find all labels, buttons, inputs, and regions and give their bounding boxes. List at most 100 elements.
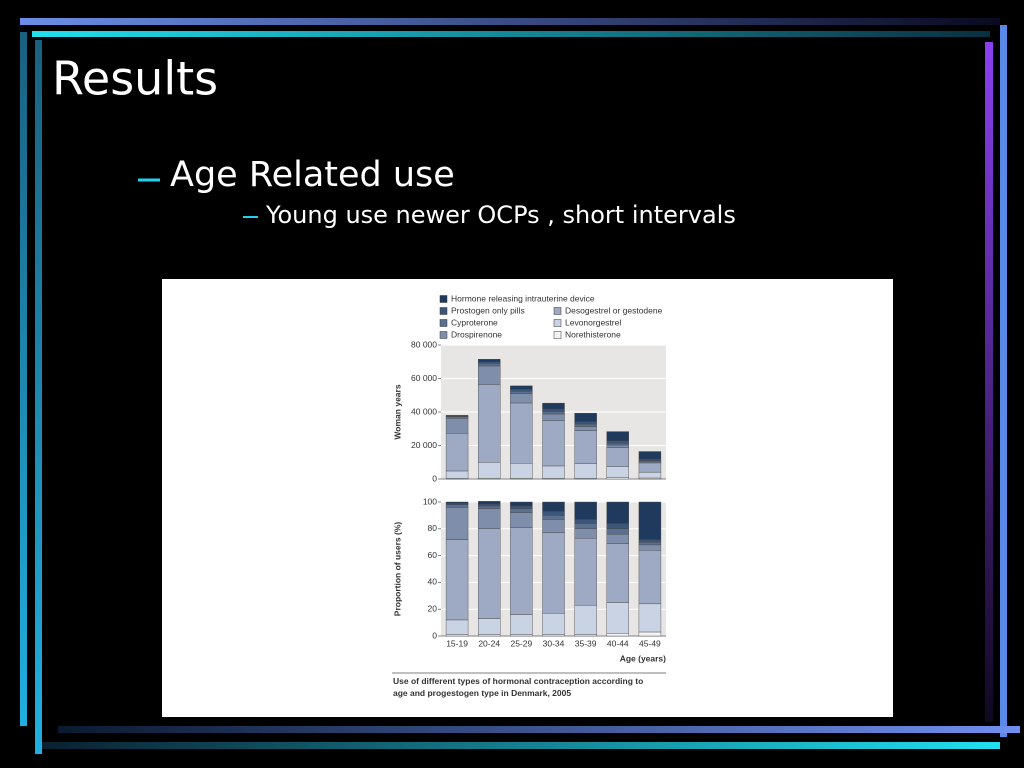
bar-segment	[510, 393, 533, 404]
y-tick-label: 20	[428, 603, 438, 613]
bar-segment	[445, 501, 469, 504]
sub-bullet: Young use newer OCPs , short intervals	[265, 201, 736, 229]
bar-segment	[445, 504, 469, 508]
y-tick-label: 40	[428, 577, 438, 587]
y-axis-label: Woman years	[392, 384, 402, 439]
deco-bar	[985, 42, 993, 722]
bar-segment	[445, 619, 469, 635]
bar-segment	[510, 391, 533, 394]
y-tick-label: 0	[432, 473, 437, 483]
bar-segment	[574, 634, 597, 637]
legend-label: Drospirenone	[451, 329, 502, 339]
bar-segment	[510, 389, 533, 392]
x-tick-label: 25-29	[510, 638, 532, 648]
deco-bar	[20, 18, 1000, 25]
bar-segment	[638, 471, 662, 479]
bar-segment	[606, 528, 629, 535]
bar-segment	[574, 463, 597, 479]
bar-segment	[574, 430, 597, 464]
legend-swatch	[439, 319, 448, 327]
bar-segment	[606, 602, 629, 634]
bar-segment	[478, 365, 501, 385]
bar-segment	[542, 532, 565, 614]
x-tick-label: 40-44	[607, 638, 629, 648]
bar-segment	[510, 527, 533, 615]
deco-bar	[42, 742, 1000, 749]
y-tick-label: 40 000	[411, 406, 437, 416]
y-tick-label: 80	[428, 523, 438, 533]
bar-segment	[445, 470, 469, 479]
legend-swatch	[553, 331, 562, 339]
bar-segment	[638, 451, 662, 460]
bar-segment	[478, 618, 501, 635]
bar-segment	[542, 634, 565, 637]
bar-segment	[510, 512, 533, 528]
x-tick-label: 15-19	[446, 638, 468, 648]
bar-segment	[510, 634, 533, 637]
bar-segment	[510, 463, 533, 479]
bar-segment	[606, 447, 629, 467]
bar-segment	[510, 505, 533, 509]
bar-segment	[445, 539, 469, 621]
bar-segment	[542, 519, 565, 534]
bar-segment	[478, 363, 501, 367]
bar-segment	[574, 426, 597, 431]
bar-segment	[445, 634, 469, 637]
bar-segment	[638, 544, 662, 551]
bar-segment	[478, 505, 501, 509]
legend-swatch	[553, 319, 562, 327]
bar-segment	[478, 634, 501, 637]
legend-label: Norethisterone	[565, 329, 621, 339]
bar-segment	[638, 603, 662, 633]
x-tick-label: 45-49	[639, 638, 661, 648]
legend-swatch	[439, 295, 448, 303]
bar-segment	[606, 466, 629, 478]
bar-segment	[510, 402, 533, 464]
bar-segment	[510, 508, 533, 513]
bar-segment	[445, 503, 469, 505]
x-tick-label: 35-39	[575, 638, 597, 648]
bar-segment	[542, 411, 565, 415]
bar-segment	[574, 421, 597, 425]
bar-segment	[574, 423, 597, 427]
bar-segment	[542, 413, 565, 421]
bar-segment	[510, 385, 533, 390]
bar-segment	[606, 477, 629, 480]
x-tick-label: 30-34	[543, 638, 565, 648]
bar-segment	[478, 503, 501, 507]
bullet: Age Related use	[170, 155, 455, 195]
bar-segment	[606, 543, 629, 603]
legend-label: Prostogen only pills	[451, 305, 525, 315]
slide-title: Results	[52, 52, 218, 106]
bar-segment	[478, 361, 501, 364]
y-tick-label: 60	[428, 550, 438, 560]
bar-segment	[445, 507, 469, 540]
y-tick-label: 60 000	[411, 373, 437, 383]
bar-segment	[478, 501, 501, 505]
deco-bar	[20, 32, 27, 726]
bar-segment	[542, 402, 565, 410]
legend-swatch	[439, 307, 448, 315]
bar-segment	[606, 523, 629, 530]
caption-line: Use of different types of hormonal contr…	[393, 676, 643, 686]
caption: Use of different types of hormonal contr…	[393, 676, 643, 698]
bar-segment	[445, 416, 469, 419]
bar-segment	[445, 415, 469, 417]
x-tick-label: 20-24	[478, 638, 500, 648]
bar-segment	[606, 443, 629, 446]
bar-segment	[445, 433, 469, 472]
bar-segment	[574, 537, 597, 606]
bar-segment	[478, 359, 501, 362]
bar-segment	[478, 508, 501, 530]
bar-segment	[606, 501, 629, 524]
bar-segment	[606, 440, 629, 444]
legend-swatch	[553, 307, 562, 315]
bar-segment	[478, 462, 501, 479]
deco-bar	[35, 40, 42, 754]
bar-segment	[478, 384, 501, 463]
bar-segment	[542, 511, 565, 516]
bar-segment	[574, 604, 597, 635]
bar-segment	[606, 431, 629, 442]
